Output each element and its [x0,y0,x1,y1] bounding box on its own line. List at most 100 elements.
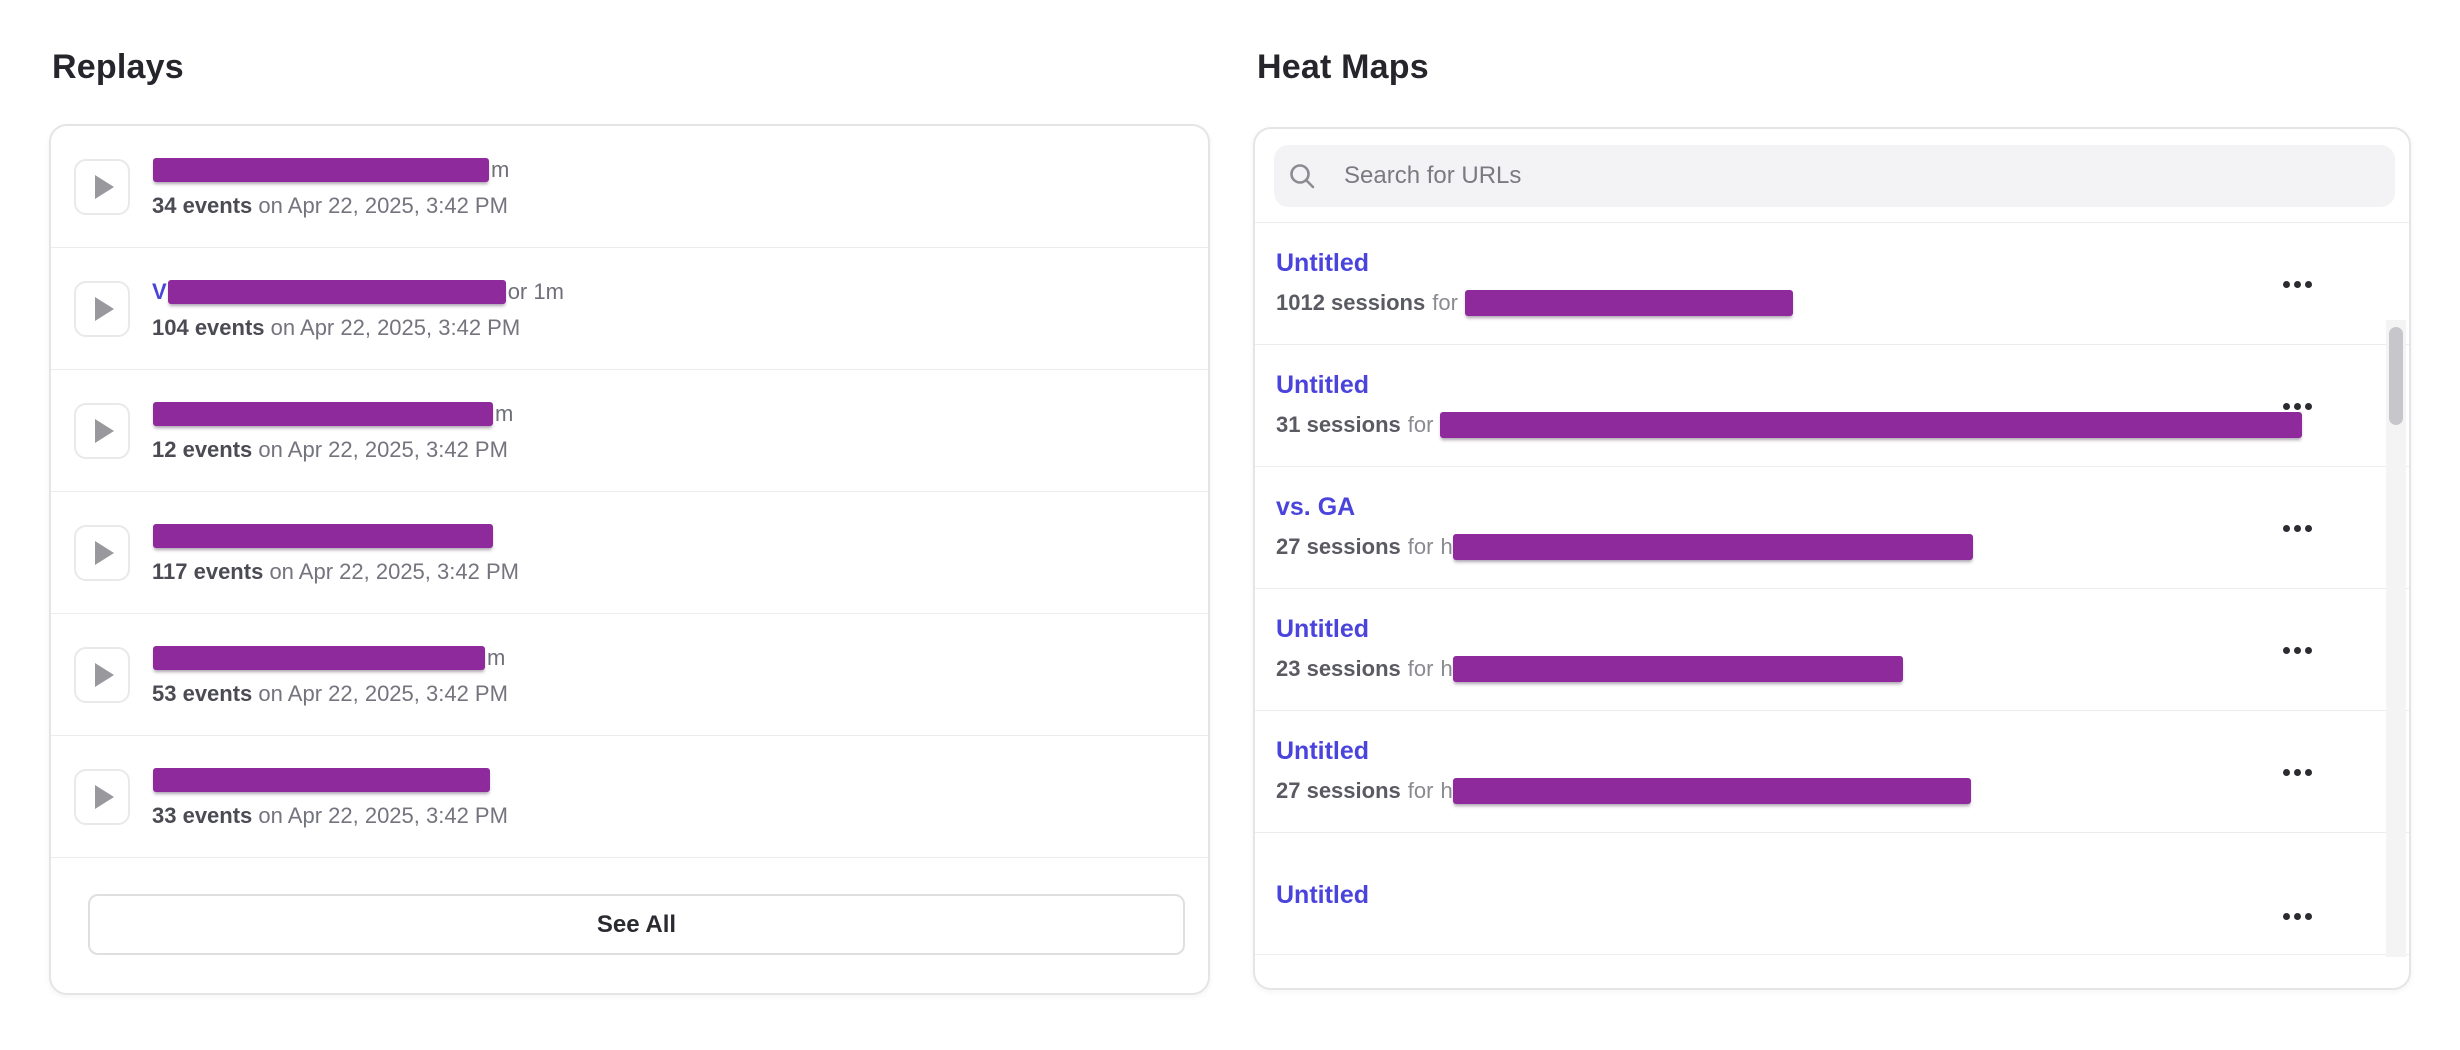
redaction-bar [1440,412,2303,438]
replay-row[interactable]: m 34 events on Apr 22, 2025, 3:42 PM [51,126,1208,248]
play-button[interactable] [74,402,130,459]
replay-date: on Apr 22, 2025, 3:42 PM [270,314,521,340]
play-icon [95,662,114,687]
row-menu-button[interactable] [2283,637,2323,663]
play-button[interactable] [74,158,130,215]
heatmaps-search-header [1255,129,2409,223]
redaction-bar [1464,290,1793,316]
url-fragment: h [1440,778,1453,803]
sessions-count: 27 sessions [1276,534,1401,559]
play-icon [95,540,114,565]
play-icon [95,418,114,443]
replay-date: on Apr 22, 2025, 3:42 PM [258,680,508,706]
heatmap-title-link[interactable]: Untitled [1276,881,1370,909]
replay-meta-line: 53 events on Apr 22, 2025, 3:42 PM [152,681,508,707]
url-fragment: h [1440,656,1453,681]
heatmap-sessions-line: 27 sessions for h [1276,532,2409,562]
row-menu-button[interactable] [2283,393,2323,419]
replay-date: on Apr 22, 2025, 3:42 PM [258,436,508,462]
see-all-button[interactable]: See All [88,894,1185,955]
replay-row[interactable]: 33 events on Apr 22, 2025, 3:42 PM [51,736,1208,858]
replay-row[interactable]: m 12 events on Apr 22, 2025, 3:42 PM [51,370,1208,492]
play-icon [95,174,114,199]
heatmap-title-link[interactable]: Untitled [1276,737,1370,765]
replay-visitor-line: V or 1m [152,277,564,307]
heatmaps-section-title: Heat Maps [1257,48,1429,86]
for-label: for [1407,412,1434,437]
row-menu-button[interactable] [2283,271,2323,297]
events-count: 33 events [152,802,253,828]
visit-duration-fragment: m [491,156,510,182]
replay-visitor-line: m [152,643,508,673]
for-label: for [1432,290,1458,315]
events-count: 104 events [152,314,265,340]
search-bar[interactable] [1274,145,2395,207]
play-button[interactable] [74,524,130,581]
visitor-name-fragment: V [152,278,167,304]
replay-meta-line: 104 events on Apr 22, 2025, 3:42 PM [152,315,564,341]
replay-visitor-line [152,521,519,551]
heatmap-row: vs. GA 27 sessions for h [1255,467,2409,589]
heatmap-title-link[interactable]: Untitled [1276,987,1369,989]
heatmap-title-link[interactable]: Untitled [1276,249,1370,277]
heatmap-title-link[interactable]: Untitled [1276,371,1370,399]
heatmap-row-partial: Untitled [1255,955,2409,989]
replay-date: on Apr 22, 2025, 3:42 PM [269,558,519,584]
sessions-count: 27 sessions [1276,778,1401,803]
for-label: for [1407,656,1434,681]
events-count: 53 events [152,680,253,706]
play-button[interactable] [74,768,130,825]
play-button[interactable] [74,646,130,703]
redaction-bar [153,645,485,670]
row-menu-button[interactable] [2283,759,2323,785]
heatmap-row: Untitled 27 sessions for h [1255,711,2409,833]
heatmap-row: Untitled 31 sessions for [1255,345,2409,467]
replay-row[interactable]: 117 events on Apr 22, 2025, 3:42 PM [51,492,1208,614]
for-label: for [1407,778,1434,803]
sessions-count: 31 sessions [1276,412,1401,437]
scrollbar-track[interactable] [2386,320,2406,957]
heatmap-row: Untitled [1255,833,2409,955]
replay-meta-line: 33 events on Apr 22, 2025, 3:42 PM [152,803,508,829]
search-icon [1290,164,1315,189]
row-menu-button[interactable] [2283,903,2323,929]
replay-visitor-line: m [152,155,509,185]
for-label: for [1407,534,1434,559]
events-count: 117 events [152,558,264,584]
play-icon [95,296,114,321]
heatmap-sessions-line: 23 sessions for h [1276,654,2409,684]
heatmaps-list: Untitled 1012 sessions for Untitled 31 s… [1255,223,2409,988]
replay-visitor-line: m [152,399,513,429]
play-button[interactable] [74,280,130,337]
replays-section-title: Replays [52,48,184,86]
redaction-bar [153,523,493,548]
search-input[interactable] [1344,156,2395,196]
replay-meta-line: 117 events on Apr 22, 2025, 3:42 PM [152,559,519,585]
replay-row[interactable]: V or 1m 104 events on Apr 22, 2025, 3:42… [51,248,1208,370]
replay-row[interactable]: m 53 events on Apr 22, 2025, 3:42 PM [51,614,1208,736]
sessions-count: 1012 sessions [1276,290,1426,315]
redaction-bar [1452,656,1903,682]
redaction-bar [1452,534,1973,560]
heatmaps-card: Untitled 1012 sessions for Untitled 31 s… [1253,127,2411,990]
sessions-count: 23 sessions [1276,656,1401,681]
row-menu-button[interactable] [2283,515,2323,541]
replay-meta-line: 12 events on Apr 22, 2025, 3:42 PM [152,437,513,463]
heatmap-title-link[interactable]: vs. GA [1276,493,1356,521]
redaction-bar [167,279,506,304]
visit-duration-fragment: m [487,644,506,670]
heatmap-sessions-line: 1012 sessions for [1276,288,2409,318]
replay-date: on Apr 22, 2025, 3:42 PM [258,192,508,218]
redaction-bar [153,767,490,792]
heatmap-row: Untitled 1012 sessions for [1255,223,2409,345]
heatmap-title-link[interactable]: Untitled [1276,615,1370,643]
replays-footer: See All [51,858,1208,997]
events-count: 12 events [152,436,253,462]
redaction-bar [153,401,493,426]
visit-duration-fragment: m [495,400,514,426]
replay-meta-line: 34 events on Apr 22, 2025, 3:42 PM [152,193,509,219]
heatmap-sessions-line: 31 sessions for [1276,410,2409,440]
scrollbar-thumb[interactable] [2389,327,2403,425]
replay-date: on Apr 22, 2025, 3:42 PM [258,802,508,828]
